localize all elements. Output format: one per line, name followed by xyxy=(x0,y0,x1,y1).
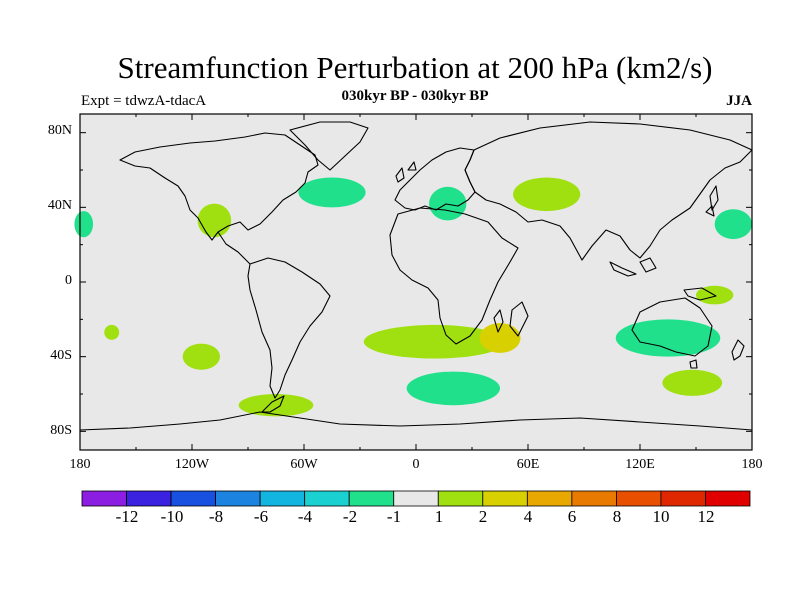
axis-ticks xyxy=(79,114,753,450)
colorbar-label: 6 xyxy=(567,507,577,526)
experiment-label: Expt = tdwzA-tdacA xyxy=(81,93,207,109)
colorbar-label: -10 xyxy=(160,507,184,526)
colorbar-box xyxy=(705,490,751,507)
colorbar-box xyxy=(304,490,350,507)
colorbar-label: 12 xyxy=(697,507,715,526)
y-tick-40s: 40S xyxy=(50,348,72,363)
colorbar-box xyxy=(437,490,484,507)
anomaly-madagascar xyxy=(479,323,521,353)
anomaly-nw-pacific xyxy=(714,209,752,240)
colorbar-label: -4 xyxy=(297,507,313,526)
colorbar-box xyxy=(126,490,172,507)
colorbar-label: 1 xyxy=(434,507,444,526)
y-tick-0: 0 xyxy=(65,273,72,288)
colorbar-box xyxy=(616,490,662,507)
x-tick-120w: 120W xyxy=(174,457,210,472)
colorbar-boxes xyxy=(81,490,751,507)
subtitle: 030kyr BP - 030kyr BP xyxy=(341,88,489,104)
colorbar-label: -1 xyxy=(386,507,402,526)
colorbar-label: -8 xyxy=(208,507,224,526)
x-tick-0: 0 xyxy=(412,457,420,472)
x-tick-120e: 120E xyxy=(625,457,655,472)
colorbar-label: 4 xyxy=(523,507,533,526)
colorbar-label: -2 xyxy=(342,507,358,526)
anomaly-se-pacific xyxy=(182,343,220,370)
anomaly-sw-pacific xyxy=(662,369,723,396)
x-tick-180w: 180 xyxy=(69,457,91,472)
anomaly-australia xyxy=(615,319,721,357)
y-tick-80s: 80S xyxy=(50,423,72,438)
anomaly-drake-passage xyxy=(238,394,314,417)
anomaly-ne-pacific-w xyxy=(74,211,94,238)
map-title: Streamfunction Perturbation at 200 hPa (… xyxy=(117,50,713,85)
x-tick-60w: 60W xyxy=(290,457,318,472)
colorbar-label: -6 xyxy=(253,507,269,526)
anomaly-c-asia xyxy=(513,177,581,212)
y-tick-40n: 40N xyxy=(47,198,72,213)
season-label: JJA xyxy=(726,93,752,109)
colorbar-label: 2 xyxy=(478,507,488,526)
x-tick-180e: 180 xyxy=(741,457,763,472)
colorbar-box xyxy=(393,490,439,507)
y-tick-80n: 80N xyxy=(47,123,72,138)
colorbar-label: 8 xyxy=(612,507,622,526)
colorbar-label: -12 xyxy=(115,507,139,526)
colorbar-box xyxy=(482,490,528,507)
colorbar-box xyxy=(170,490,216,507)
x-tick-60e: 60E xyxy=(516,457,540,472)
anomaly-s-atlantic-indian xyxy=(363,324,506,359)
colorbar-box xyxy=(571,490,617,507)
colorbar-box xyxy=(259,490,306,507)
colorbar-box xyxy=(526,490,573,507)
anomaly-south-indian xyxy=(406,371,501,406)
colorbar-box xyxy=(215,490,261,507)
anomaly-layer xyxy=(74,177,752,417)
colorbar-box xyxy=(660,490,706,507)
colorbar-box xyxy=(348,490,395,507)
colorbar-label: 10 xyxy=(652,507,670,526)
anomaly-s-pacific-small xyxy=(104,324,120,340)
anomaly-n-atlantic xyxy=(298,177,366,208)
coastlines xyxy=(79,121,753,431)
colorbar-box xyxy=(81,490,127,507)
